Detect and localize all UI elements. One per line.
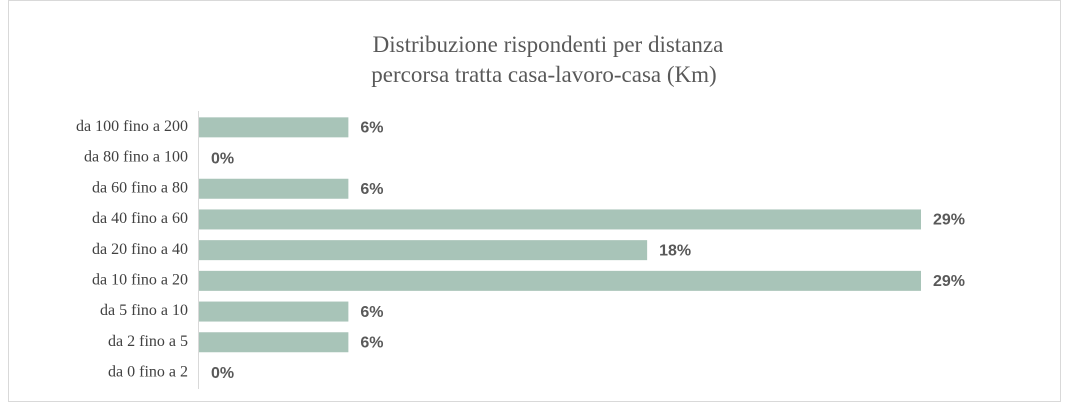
y-tick-label: da 10 fino a 20 xyxy=(92,272,188,289)
bar xyxy=(199,240,648,261)
chart-title: percorsa tratta casa-lavoro-casa (Km) xyxy=(371,62,716,87)
y-tick-label: da 60 fino a 80 xyxy=(92,179,188,196)
bar xyxy=(199,301,349,322)
bar xyxy=(199,209,921,230)
y-tick-label: da 0 fino a 2 xyxy=(108,364,188,381)
bar xyxy=(199,117,349,138)
value-label: 29% xyxy=(933,212,965,229)
value-label: 6% xyxy=(360,334,383,351)
value-label: 29% xyxy=(933,273,965,290)
value-label: 0% xyxy=(211,150,234,167)
chart-frame xyxy=(8,0,1061,402)
bar xyxy=(199,270,921,291)
value-label: 6% xyxy=(360,120,383,137)
y-tick-label: da 80 fino a 100 xyxy=(84,149,188,166)
bar xyxy=(199,332,349,353)
y-tick-label: da 5 fino a 10 xyxy=(100,302,188,319)
y-tick-label: da 2 fino a 5 xyxy=(108,333,188,350)
bar xyxy=(199,178,349,199)
value-label: 18% xyxy=(659,242,691,259)
y-tick-label: da 20 fino a 40 xyxy=(92,241,188,258)
value-label: 6% xyxy=(360,304,383,321)
value-label: 0% xyxy=(211,365,234,382)
y-tick-label: da 40 fino a 60 xyxy=(92,210,188,227)
chart-title: Distribuzione rispondenti per distanza xyxy=(373,32,724,57)
value-label: 6% xyxy=(360,181,383,198)
y-tick-label: da 100 fino a 200 xyxy=(76,118,188,135)
